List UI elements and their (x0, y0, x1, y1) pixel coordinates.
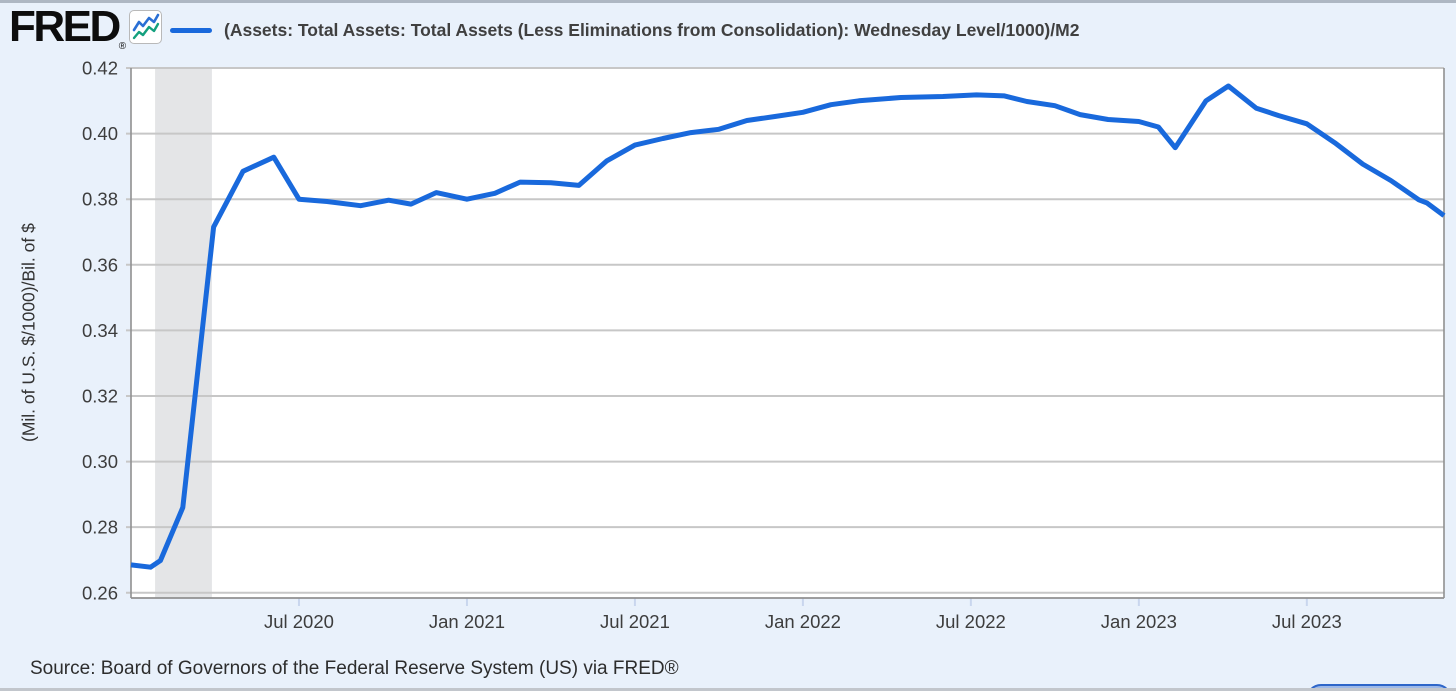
chart-canvas[interactable]: 0.26 0.28 0.30 0.32 0.34 0.36 0.38 0.40 0.42 Jul … (0, 0, 1456, 648)
window-bottom-border (0, 688, 1456, 691)
window-top-border (0, 0, 1456, 3)
legend-label: (Assets: Total Assets: Total Assets (Les… (224, 19, 1080, 40)
y-tick-label: 0.32 (82, 385, 118, 406)
legend-line-swatch (170, 27, 212, 33)
y-tick-label: 0.40 (82, 123, 118, 144)
y-tick-label: 0.30 (82, 451, 118, 472)
source-attribution: Source: Board of Governors of the Federa… (30, 658, 679, 679)
x-tick-label: Jan 2021 (429, 611, 505, 632)
chart-header: FRED® (Assets: Total Assets: Total Asset… (0, 3, 1456, 55)
x-tick-label: Jan 2022 (765, 611, 841, 632)
x-tick-label: Jul 2021 (600, 611, 670, 632)
y-tick-label: 0.38 (82, 189, 118, 210)
x-tick-label: Jul 2023 (1272, 611, 1342, 632)
y-tick-label: 0.36 (82, 254, 118, 275)
y-tick-label: 0.26 (82, 582, 118, 603)
fred-logo[interactable]: FRED® (9, 2, 127, 53)
legend: (Assets: Total Assets: Total Assets (Les… (170, 3, 1079, 55)
y-tick-label: 0.42 (82, 58, 118, 79)
registered-mark: ® (118, 41, 127, 52)
mini-chart-icon[interactable] (129, 10, 162, 44)
x-tick-label: Jul 2022 (936, 611, 1006, 632)
x-tick-label: Jul 2020 (264, 611, 334, 632)
x-tick-label: Jan 2023 (1101, 611, 1177, 632)
y-tick-label: 0.34 (82, 320, 118, 341)
y-tick-label: 0.28 (82, 517, 118, 538)
plot-area[interactable] (131, 68, 1444, 598)
series-line[interactable] (130, 83, 1446, 570)
